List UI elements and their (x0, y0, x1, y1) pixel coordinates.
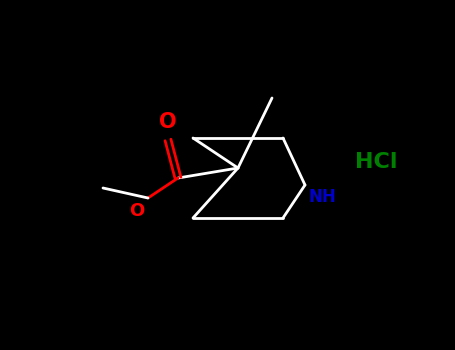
Text: O: O (129, 202, 144, 220)
Text: O: O (159, 112, 177, 132)
Text: NH: NH (309, 188, 337, 206)
Text: HCl: HCl (355, 152, 398, 172)
